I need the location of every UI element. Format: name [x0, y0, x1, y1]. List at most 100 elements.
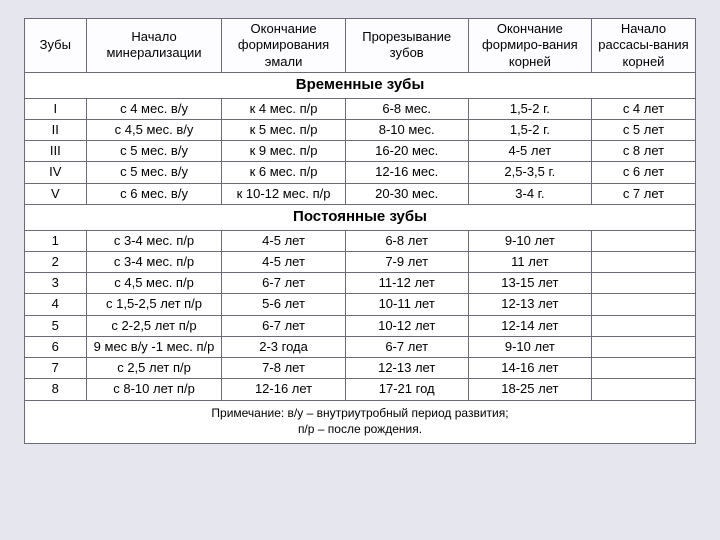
cell: [591, 294, 695, 315]
cell: с 8-10 лет п/р: [86, 379, 222, 400]
cell: 8: [25, 379, 87, 400]
cell: с 5 мес. в/у: [86, 162, 222, 183]
cell: 1: [25, 230, 87, 251]
header-row: Зубы Начало минерализации Окончание форм…: [25, 19, 696, 73]
cell: [591, 358, 695, 379]
cell: 3-4 г.: [468, 183, 591, 204]
cell: 12-13 лет: [345, 358, 468, 379]
cell: с 4,5 мес. в/у: [86, 119, 222, 140]
cell: [591, 230, 695, 251]
cell: с 1,5-2,5 лет п/р: [86, 294, 222, 315]
col-roots: Окончание формиро-вания корней: [468, 19, 591, 73]
section-permanent-label: Постоянные зубы: [25, 204, 696, 230]
table-row: IIс 4,5 мес. в/ук 5 мес. п/р8-10 мес.1,5…: [25, 119, 696, 140]
cell: 16-20 мес.: [345, 141, 468, 162]
cell: [591, 273, 695, 294]
cell: 6-8 мес.: [345, 98, 468, 119]
cell: с 6 лет: [591, 162, 695, 183]
cell: 6: [25, 336, 87, 357]
table-row: 3с 4,5 мес. п/р6-7 лет11-12 лет13-15 лет: [25, 273, 696, 294]
cell: к 9 мес. п/р: [222, 141, 345, 162]
cell: 20-30 мес.: [345, 183, 468, 204]
cell: 5-6 лет: [222, 294, 345, 315]
cell: с 4 лет: [591, 98, 695, 119]
table-row: 69 мес в/у -1 мес. п/р2-3 года6-7 лет9-1…: [25, 336, 696, 357]
cell: [591, 336, 695, 357]
cell: 12-13 лет: [468, 294, 591, 315]
cell: с 3-4 мес. п/р: [86, 230, 222, 251]
table-row: 5с 2-2,5 лет п/р6-7 лет10-12 лет12-14 ле…: [25, 315, 696, 336]
cell: 11-12 лет: [345, 273, 468, 294]
table-row: 1с 3-4 мес. п/р4-5 лет6-8 лет9-10 лет: [25, 230, 696, 251]
cell: с 5 лет: [591, 119, 695, 140]
cell: [591, 251, 695, 272]
cell: 1,5-2 г.: [468, 119, 591, 140]
cell: 3: [25, 273, 87, 294]
cell: 12-16 мес.: [345, 162, 468, 183]
cell: IV: [25, 162, 87, 183]
cell: 4: [25, 294, 87, 315]
cell: с 5 мес. в/у: [86, 141, 222, 162]
teeth-table: Зубы Начало минерализации Окончание форм…: [24, 18, 696, 444]
cell: с 3-4 мес. п/р: [86, 251, 222, 272]
footnote-cell: Примечание: в/у – внутриутробный период …: [25, 400, 696, 443]
cell: с 2-2,5 лет п/р: [86, 315, 222, 336]
cell: [591, 379, 695, 400]
cell: 13-15 лет: [468, 273, 591, 294]
cell: 4-5 лет: [222, 230, 345, 251]
cell: 9 мес в/у -1 мес. п/р: [86, 336, 222, 357]
col-tooth: Зубы: [25, 19, 87, 73]
cell: с 7 лет: [591, 183, 695, 204]
col-enamel: Окончание формирования эмали: [222, 19, 345, 73]
footnote-row: Примечание: в/у – внутриутробный период …: [25, 400, 696, 443]
cell: III: [25, 141, 87, 162]
cell: к 5 мес. п/р: [222, 119, 345, 140]
col-miner: Начало минерализации: [86, 19, 222, 73]
table-row: 8с 8-10 лет п/р12-16 лет17-21 год18-25 л…: [25, 379, 696, 400]
col-erupt: Прорезывание зубов: [345, 19, 468, 73]
footnote-line1: Примечание: в/у – внутриутробный период …: [211, 406, 508, 420]
cell: с 6 мес. в/у: [86, 183, 222, 204]
table-row: Iс 4 мес. в/ук 4 мес. п/р6-8 мес.1,5-2 г…: [25, 98, 696, 119]
cell: 5: [25, 315, 87, 336]
section-permanent: Постоянные зубы: [25, 204, 696, 230]
section-temporary-label: Временные зубы: [25, 72, 696, 98]
cell: 14-16 лет: [468, 358, 591, 379]
cell: 9-10 лет: [468, 336, 591, 357]
cell: 6-7 лет: [222, 273, 345, 294]
cell: с 4 мес. в/у: [86, 98, 222, 119]
cell: 10-12 лет: [345, 315, 468, 336]
cell: 6-7 лет: [345, 336, 468, 357]
cell: 9-10 лет: [468, 230, 591, 251]
cell: [591, 315, 695, 336]
cell: 17-21 год: [345, 379, 468, 400]
cell: 12-14 лет: [468, 315, 591, 336]
cell: к 10-12 мес. п/р: [222, 183, 345, 204]
cell: 4-5 лет: [222, 251, 345, 272]
cell: 7-8 лет: [222, 358, 345, 379]
cell: 4-5 лет: [468, 141, 591, 162]
cell: 8-10 мес.: [345, 119, 468, 140]
table-body: Временные зубы Iс 4 мес. в/ук 4 мес. п/р…: [25, 72, 696, 443]
cell: 2-3 года: [222, 336, 345, 357]
cell: 7: [25, 358, 87, 379]
cell: 1,5-2 г.: [468, 98, 591, 119]
cell: 11 лет: [468, 251, 591, 272]
cell: I: [25, 98, 87, 119]
cell: II: [25, 119, 87, 140]
cell: к 6 мес. п/р: [222, 162, 345, 183]
cell: 12-16 лет: [222, 379, 345, 400]
cell: 2,5-3,5 г.: [468, 162, 591, 183]
cell: 10-11 лет: [345, 294, 468, 315]
cell: V: [25, 183, 87, 204]
cell: к 4 мес. п/р: [222, 98, 345, 119]
cell: с 2,5 лет п/р: [86, 358, 222, 379]
table-row: Vс 6 мес. в/ук 10-12 мес. п/р20-30 мес.3…: [25, 183, 696, 204]
cell: 7-9 лет: [345, 251, 468, 272]
cell: 6-8 лет: [345, 230, 468, 251]
table-row: IVс 5 мес. в/ук 6 мес. п/р12-16 мес.2,5-…: [25, 162, 696, 183]
section-temporary: Временные зубы: [25, 72, 696, 98]
table-row: 4с 1,5-2,5 лет п/р5-6 лет10-11 лет12-13 …: [25, 294, 696, 315]
table-row: 7с 2,5 лет п/р7-8 лет12-13 лет14-16 лет: [25, 358, 696, 379]
footnote-line2: п/р – после рождения.: [298, 422, 422, 436]
